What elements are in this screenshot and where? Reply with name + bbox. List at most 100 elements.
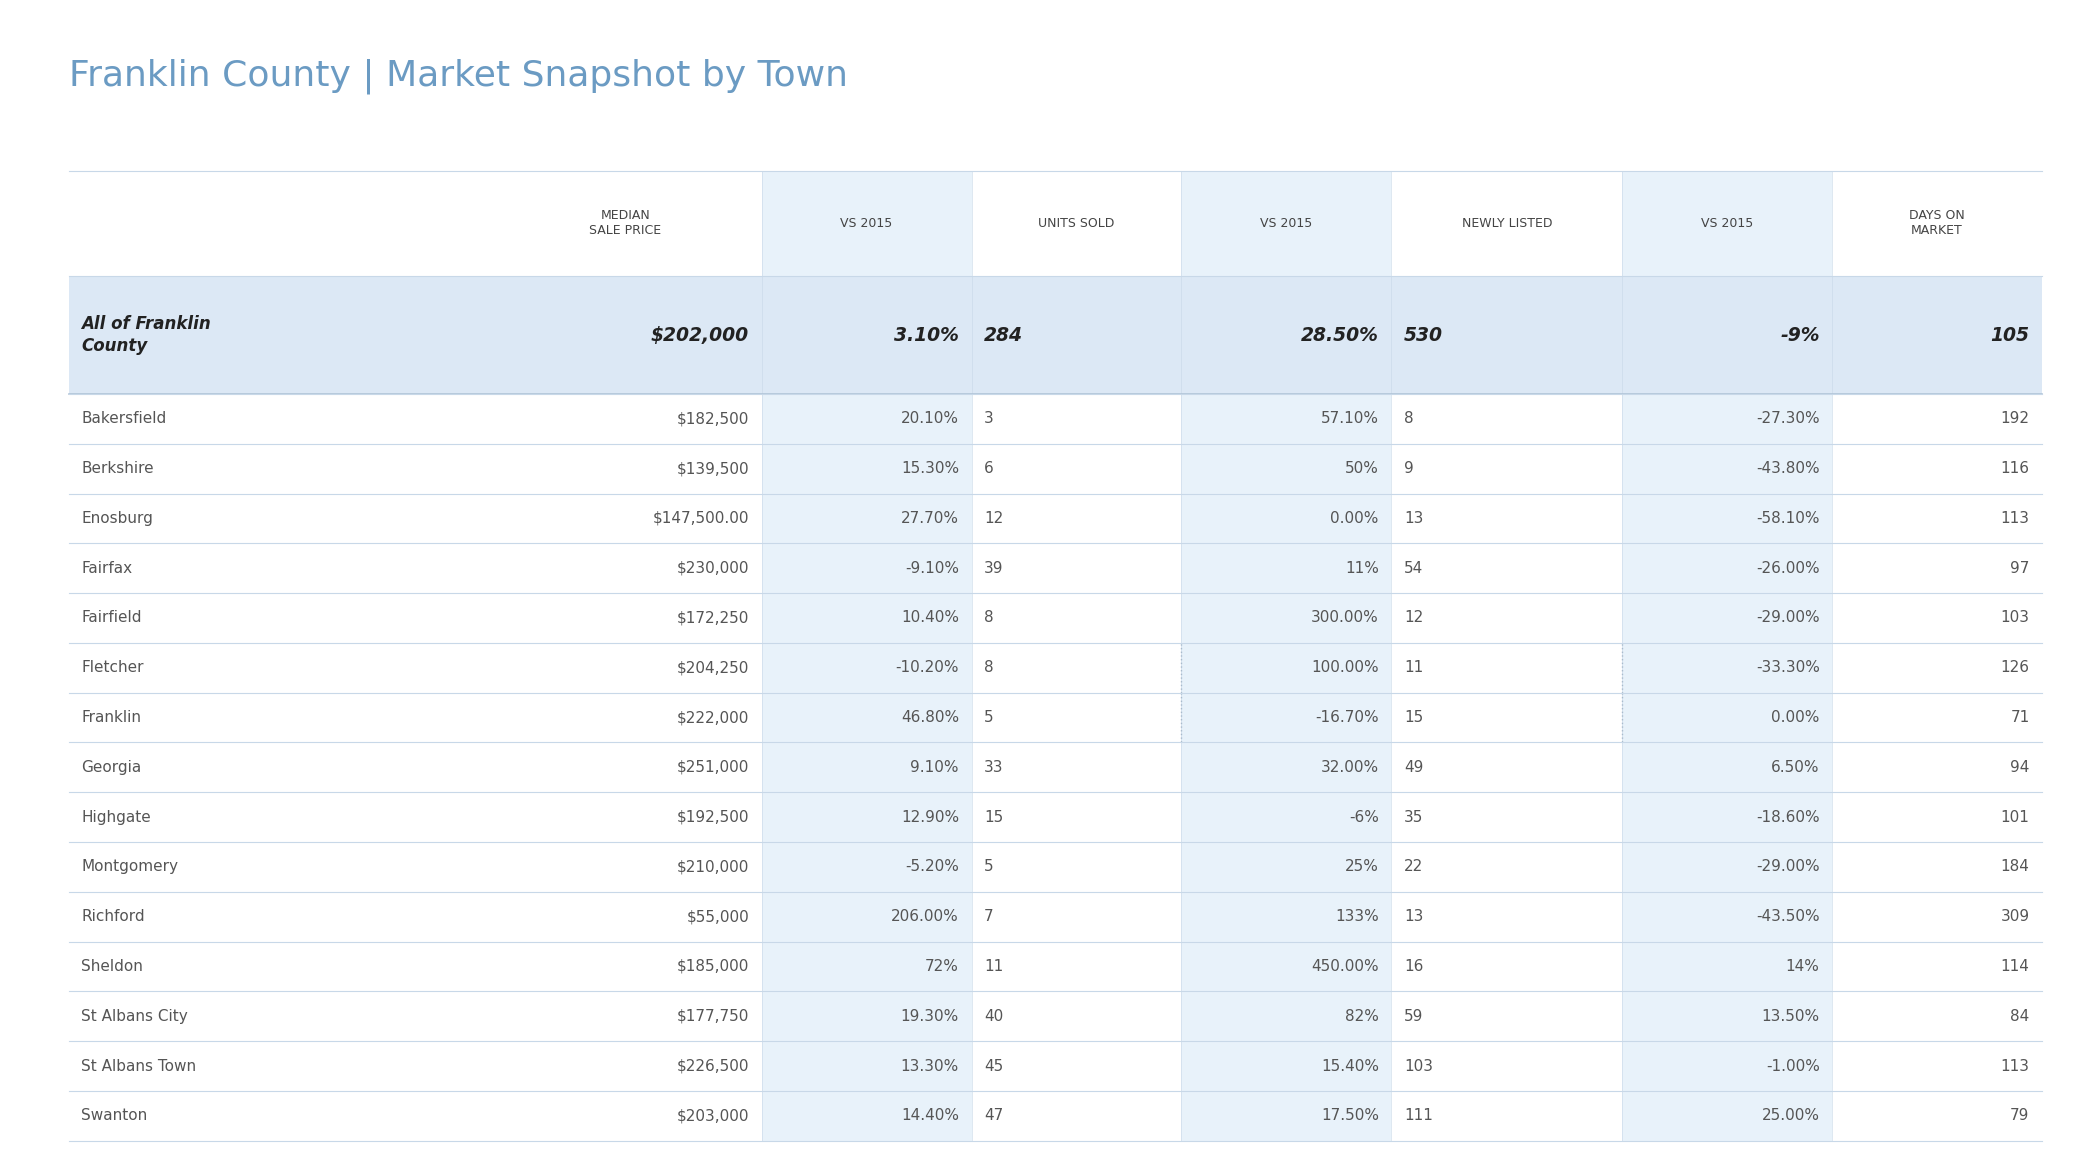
Text: 9.10%: 9.10% [910, 760, 958, 775]
Text: $230,000: $230,000 [677, 561, 750, 576]
Text: 0.00%: 0.00% [1771, 710, 1819, 726]
Text: 126: 126 [2000, 660, 2030, 675]
Text: $55,000: $55,000 [687, 909, 750, 924]
Text: All of Franklin
County: All of Franklin County [81, 315, 211, 355]
Text: Berkshire: Berkshire [81, 461, 155, 476]
Text: 40: 40 [983, 1009, 1004, 1024]
Text: 25%: 25% [1345, 860, 1378, 875]
Text: Franklin: Franklin [81, 710, 142, 726]
Text: -1.00%: -1.00% [1766, 1058, 1819, 1074]
Text: St Albans City: St Albans City [81, 1009, 188, 1024]
Text: VS 2015: VS 2015 [1261, 216, 1313, 230]
Text: 15: 15 [1403, 710, 1424, 726]
Text: 0.00%: 0.00% [1330, 510, 1378, 526]
Text: Montgomery: Montgomery [81, 860, 177, 875]
Text: 5: 5 [983, 860, 994, 875]
Text: 54: 54 [1403, 561, 1424, 576]
Text: $172,250: $172,250 [677, 610, 750, 626]
Text: UNITS SOLD: UNITS SOLD [1038, 216, 1115, 230]
Text: -6%: -6% [1349, 809, 1378, 824]
Text: 13.30%: 13.30% [900, 1058, 958, 1074]
Text: 72%: 72% [925, 958, 958, 974]
Text: $251,000: $251,000 [677, 760, 750, 775]
Text: -33.30%: -33.30% [1756, 660, 1819, 675]
Text: Fletcher: Fletcher [81, 660, 144, 675]
Text: $177,750: $177,750 [677, 1009, 750, 1024]
Text: $210,000: $210,000 [677, 860, 750, 875]
Text: 47: 47 [983, 1108, 1004, 1123]
Text: Sheldon: Sheldon [81, 958, 144, 974]
Text: 39: 39 [983, 561, 1004, 576]
Text: 14%: 14% [1785, 958, 1819, 974]
Text: 15.30%: 15.30% [900, 461, 958, 476]
Text: $204,250: $204,250 [677, 660, 750, 675]
Text: -58.10%: -58.10% [1756, 510, 1819, 526]
Text: 114: 114 [2000, 958, 2030, 974]
Text: 113: 113 [2000, 510, 2030, 526]
Text: -43.50%: -43.50% [1756, 909, 1819, 924]
Text: 3: 3 [983, 412, 994, 427]
Text: 33: 33 [983, 760, 1004, 775]
Text: 57.10%: 57.10% [1322, 412, 1378, 427]
Text: 133%: 133% [1334, 909, 1378, 924]
Text: 11: 11 [983, 958, 1004, 974]
Text: Swanton: Swanton [81, 1108, 148, 1123]
Text: Enosburg: Enosburg [81, 510, 152, 526]
Bar [69, 276, 2042, 394]
Text: 19.30%: 19.30% [900, 1009, 958, 1024]
Text: 206.00%: 206.00% [892, 909, 958, 924]
Text: 105: 105 [1990, 326, 2030, 345]
Text: -16.70%: -16.70% [1315, 710, 1378, 726]
Text: Georgia: Georgia [81, 760, 142, 775]
Text: DAYS ON
MARKET: DAYS ON MARKET [1908, 209, 1965, 238]
Text: -29.00%: -29.00% [1756, 610, 1819, 626]
Text: 7: 7 [983, 909, 994, 924]
Text: 32.00%: 32.00% [1322, 760, 1378, 775]
Text: 15: 15 [983, 809, 1004, 824]
Text: 113: 113 [2000, 1058, 2030, 1074]
Text: $147,500.00: $147,500.00 [654, 510, 750, 526]
Text: $203,000: $203,000 [677, 1108, 750, 1123]
Text: 14.40%: 14.40% [902, 1108, 958, 1123]
Bar [1182, 171, 1391, 1141]
Text: St Albans Town: St Albans Town [81, 1058, 196, 1074]
Text: 49: 49 [1403, 760, 1424, 775]
Text: -9%: -9% [1781, 326, 1819, 345]
Text: NEWLY LISTED: NEWLY LISTED [1462, 216, 1551, 230]
Text: 13.50%: 13.50% [1762, 1009, 1819, 1024]
Text: 25.00%: 25.00% [1762, 1108, 1819, 1123]
Text: 10.40%: 10.40% [902, 610, 958, 626]
Text: -29.00%: -29.00% [1756, 860, 1819, 875]
Text: 13: 13 [1403, 909, 1424, 924]
Text: 6: 6 [983, 461, 994, 476]
Text: $222,000: $222,000 [677, 710, 750, 726]
Text: 45: 45 [983, 1058, 1004, 1074]
Text: 3.10%: 3.10% [894, 326, 958, 345]
Text: $182,500: $182,500 [677, 412, 750, 427]
Text: 17.50%: 17.50% [1322, 1108, 1378, 1123]
Text: $202,000: $202,000 [651, 326, 750, 345]
Text: 35: 35 [1403, 809, 1424, 824]
Text: Bakersfield: Bakersfield [81, 412, 167, 427]
Text: 12: 12 [983, 510, 1004, 526]
Text: VS 2015: VS 2015 [1702, 216, 1754, 230]
Text: 192: 192 [2000, 412, 2030, 427]
Text: MEDIAN
SALE PRICE: MEDIAN SALE PRICE [589, 209, 662, 238]
Text: 84: 84 [2011, 1009, 2030, 1024]
Text: -18.60%: -18.60% [1756, 809, 1819, 824]
Text: 5: 5 [983, 710, 994, 726]
Text: 8: 8 [1403, 412, 1414, 427]
Text: 11%: 11% [1345, 561, 1378, 576]
Text: Franklin County | Market Snapshot by Town: Franklin County | Market Snapshot by Tow… [69, 59, 848, 94]
Text: 71: 71 [2011, 710, 2030, 726]
Text: 9: 9 [1403, 461, 1414, 476]
Text: 101: 101 [2000, 809, 2030, 824]
Text: 46.80%: 46.80% [900, 710, 958, 726]
Text: Fairfax: Fairfax [81, 561, 132, 576]
Text: 22: 22 [1403, 860, 1424, 875]
Text: 300.00%: 300.00% [1311, 610, 1378, 626]
Text: 116: 116 [2000, 461, 2030, 476]
Text: VS 2015: VS 2015 [841, 216, 894, 230]
Text: $185,000: $185,000 [677, 958, 750, 974]
Text: 94: 94 [2011, 760, 2030, 775]
